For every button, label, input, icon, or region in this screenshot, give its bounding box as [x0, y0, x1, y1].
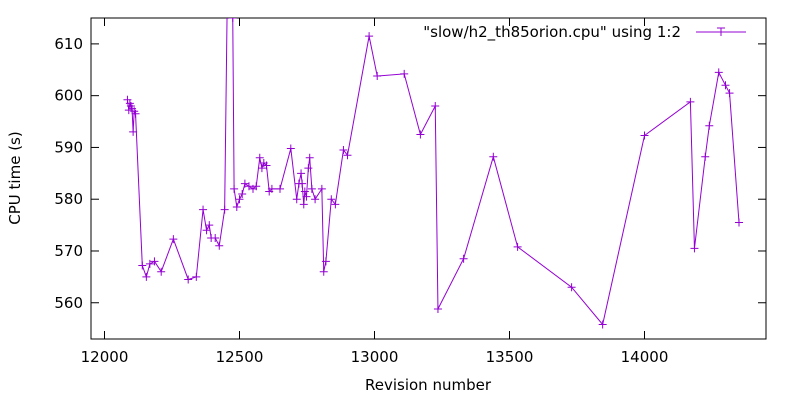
data-point: [142, 272, 151, 281]
data-point: [640, 131, 649, 140]
x-tick-label: 12000: [81, 348, 129, 366]
y-tick-label: 610: [54, 35, 83, 53]
data-point: [373, 71, 382, 80]
data-point: [343, 151, 352, 160]
data-point: [292, 195, 301, 204]
y-tick-label: 580: [54, 190, 83, 208]
data-point: [192, 272, 201, 281]
x-tick-label: 13500: [486, 348, 534, 366]
data-point: [255, 153, 264, 162]
series-line: [126, 18, 740, 326]
data-point: [307, 184, 316, 193]
plot-frame: [90, 17, 767, 340]
data-point: [513, 242, 522, 251]
data-point: [199, 205, 208, 214]
data-point: [230, 184, 239, 193]
data-point: [300, 187, 309, 196]
data-point: [735, 218, 743, 227]
data-point: [240, 179, 249, 188]
data-point: [489, 152, 498, 161]
data-point: [184, 275, 193, 284]
data-point: [238, 190, 247, 199]
data-point: [331, 200, 340, 209]
data-point: [211, 234, 220, 243]
data-point: [215, 241, 224, 250]
data-point: [124, 106, 133, 115]
legend-marker: [717, 27, 725, 36]
data-point: [725, 89, 734, 98]
data-point: [686, 97, 695, 106]
data-point: [567, 283, 576, 292]
legend-label: "slow/h2_th85orion.cpu" using 1:2: [423, 23, 681, 42]
data-point: [317, 184, 326, 193]
data-point: [298, 179, 307, 188]
data-point: [131, 109, 140, 118]
data-point: [311, 195, 320, 204]
data-point: [267, 184, 276, 193]
data-point: [321, 257, 330, 266]
data-point: [286, 144, 295, 153]
data-point: [299, 200, 308, 209]
data-point: [297, 169, 306, 178]
data-point: [416, 130, 425, 139]
data-point: [721, 81, 730, 90]
data-point: [400, 69, 409, 78]
data-point: [305, 153, 314, 162]
data-point: [365, 32, 374, 41]
data-point: [714, 68, 723, 77]
data-point: [304, 164, 313, 173]
data-point: [690, 244, 699, 253]
data-point: [150, 257, 159, 266]
data-point: [220, 205, 229, 214]
data-point: [228, 18, 237, 22]
data-point: [169, 235, 178, 244]
data-point: [205, 221, 214, 230]
y-tick-label: 570: [54, 242, 83, 260]
data-point: [459, 254, 468, 263]
data-point: [339, 146, 348, 155]
legend: "slow/h2_th85orion.cpu" using 1:2: [423, 23, 746, 42]
series-layer: [123, 18, 743, 329]
data-point: [157, 267, 166, 276]
y-tick-label: 560: [54, 294, 83, 312]
data-point: [252, 182, 261, 191]
data-point: [138, 261, 147, 270]
data-point: [262, 161, 271, 170]
data-point: [431, 102, 440, 111]
x-tick-label: 13000: [351, 348, 399, 366]
y-axis-label: CPU time (s): [6, 131, 24, 224]
data-point: [302, 192, 311, 201]
data-point: [319, 267, 328, 276]
x-axis-label: Revision number: [365, 376, 492, 394]
data-point: [701, 152, 710, 161]
y-tick-label: 590: [54, 138, 83, 156]
data-point: [598, 320, 607, 329]
data-point: [433, 304, 442, 313]
x-tick-label: 12500: [216, 348, 264, 366]
data-point: [232, 202, 241, 211]
data-point: [257, 164, 266, 173]
data-point: [145, 259, 154, 268]
tick-labels: 12000 12500 13000 13500 14000 560 570 580 590 600…: [54, 35, 668, 366]
data-point: [327, 195, 336, 204]
y-tick-label: 600: [54, 87, 83, 105]
data-point: [244, 182, 253, 191]
x-tick-label: 14000: [621, 348, 669, 366]
data-point: [202, 226, 211, 235]
axis-ticks: [91, 18, 766, 339]
data-point: [276, 184, 284, 193]
data-point: [705, 121, 714, 130]
data-point: [235, 195, 244, 204]
data-point: [129, 127, 138, 136]
